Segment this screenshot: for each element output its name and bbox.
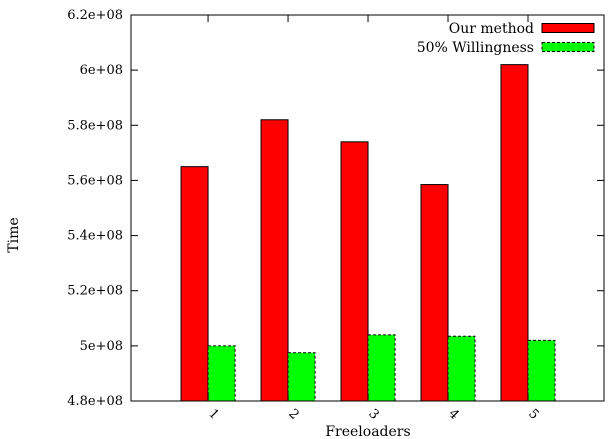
legend-swatch-1 <box>541 42 595 52</box>
x-tick-label-3: 3 <box>365 406 381 422</box>
x-tick-label-5: 5 <box>525 406 541 422</box>
bar-our-method-4 <box>420 184 449 402</box>
bar-willingness-1 <box>207 345 236 402</box>
legend-swatch-0 <box>541 23 595 33</box>
legend-label-1: 50% Willingness <box>417 40 534 56</box>
y-tick-label-1: 5e+08 <box>80 339 123 354</box>
y-tick-label-3: 5.4e+08 <box>67 229 123 244</box>
x-tick-label-1: 1 <box>205 406 221 422</box>
x-tick-label-2: 2 <box>285 406 301 422</box>
y-tick-label-4: 5.6e+08 <box>67 173 123 188</box>
bar-willingness-4 <box>447 335 476 402</box>
y-tick-label-7: 6.2e+08 <box>67 8 123 23</box>
legend-label-0: Our method <box>449 21 534 37</box>
y-tick-label-0: 4.8e+08 <box>67 394 123 409</box>
y-axis-ticks: 4.8e+08 5e+08 5.2e+08 5.4e+08 5.6e+08 5.8e+08… <box>67 8 604 409</box>
x-axis-title: Freeloaders <box>325 424 410 439</box>
y-tick-label-6: 6e+08 <box>80 63 123 78</box>
bar-willingness-5 <box>527 339 556 402</box>
x-tick-label-4: 4 <box>445 406 461 422</box>
legend: Our method 50% Willingness <box>417 21 595 56</box>
bar-our-method-5 <box>500 64 529 402</box>
bars-layer <box>180 64 556 402</box>
y-axis-title: Time <box>6 217 22 252</box>
y-tick-label-2: 5.2e+08 <box>67 284 123 299</box>
plot-frame <box>130 14 605 402</box>
bar-our-method-2 <box>260 119 289 402</box>
axes-layer <box>130 14 605 402</box>
bar-our-method-3 <box>340 141 369 402</box>
bar-willingness-2 <box>287 352 316 402</box>
bar-willingness-3 <box>367 334 396 402</box>
bar-our-method-1 <box>180 166 209 402</box>
y-tick-label-5: 5.8e+08 <box>67 118 123 133</box>
